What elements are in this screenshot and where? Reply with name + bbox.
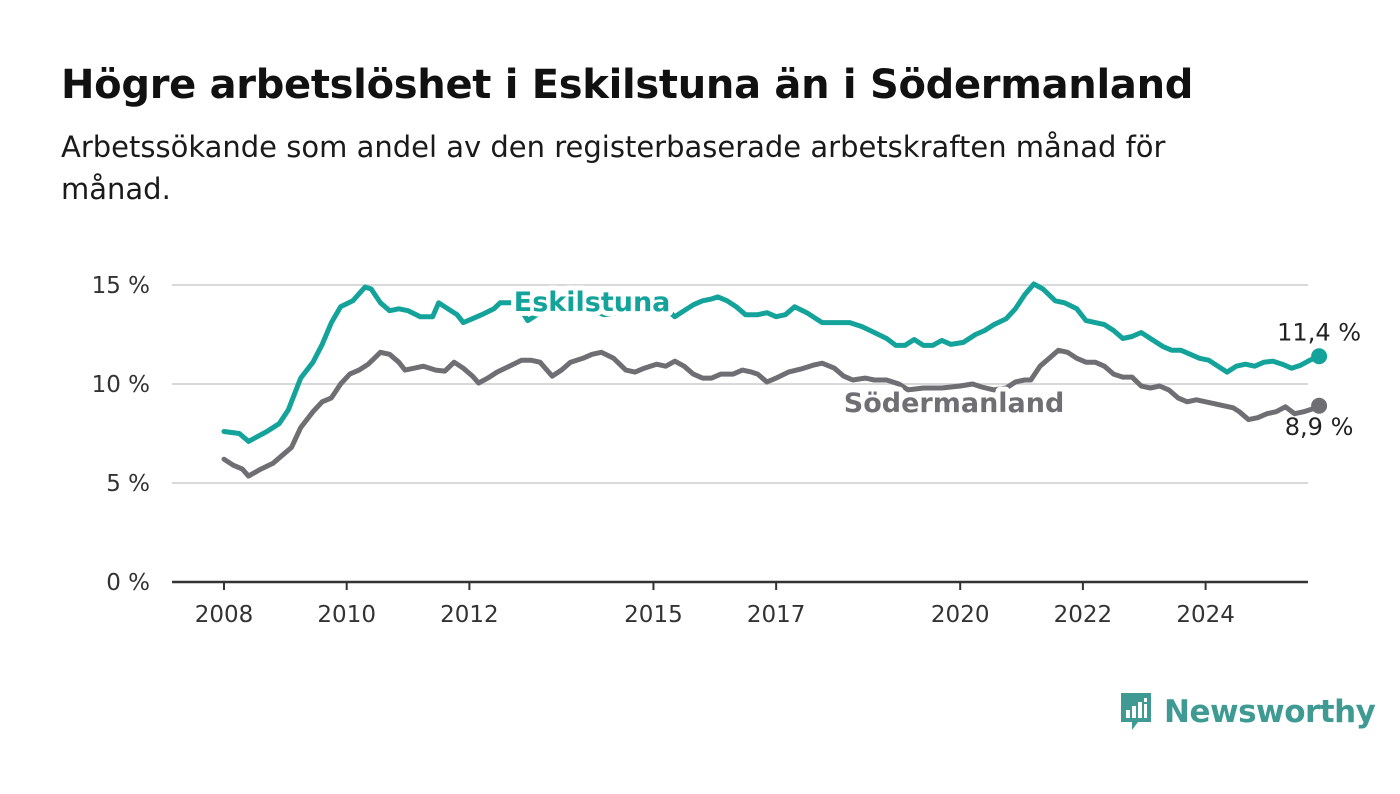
y-tick-label: 10 % <box>92 372 150 398</box>
series-name-label: Södermanland <box>844 388 1065 419</box>
end-value-label: 8,9 % <box>1285 413 1354 441</box>
series-lines <box>221 281 1322 479</box>
x-tick-label: 2017 <box>747 602 806 628</box>
chart-subtitle: Arbetssökande som andel av den registerb… <box>61 130 1166 206</box>
brand-name: Newsworthy <box>1164 694 1376 730</box>
x-tick-label: 2020 <box>931 602 990 628</box>
x-tick-label: 2015 <box>624 602 683 628</box>
end-value-label: 11,4 % <box>1277 318 1361 346</box>
y-tick-label: 15 % <box>92 273 150 299</box>
series-name-label: Eskilstuna <box>514 287 671 318</box>
x-tick-label: 2012 <box>440 602 499 628</box>
newsworthy-logo: Newsworthy <box>1118 690 1376 734</box>
y-tick-label: 5 % <box>106 471 150 497</box>
series-labels: Eskilstuna Södermanland 11,4 % 8,9 % <box>509 282 1361 441</box>
series-end-point <box>1311 397 1328 414</box>
x-tick-label: 2008 <box>195 602 254 628</box>
series-line-0 <box>221 281 1322 444</box>
gridlines <box>172 284 1308 484</box>
x-tick-label: 2022 <box>1054 602 1113 628</box>
chart-title: Högre arbetslöshet i Eskilstuna än i Söd… <box>61 62 1194 108</box>
x-tick-label: 2024 <box>1176 602 1235 628</box>
series-line-1 <box>221 347 1322 479</box>
x-tick-label: 2010 <box>317 602 376 628</box>
y-tick-label: 0 % <box>106 570 150 596</box>
series-end-point <box>1311 348 1328 365</box>
bar-chart-speech-bubble-icon <box>1121 693 1151 730</box>
axes: 0 % 5 % 10 % 15 % 2008 2010 2012 2015 2017 2020 20… <box>92 273 1308 628</box>
